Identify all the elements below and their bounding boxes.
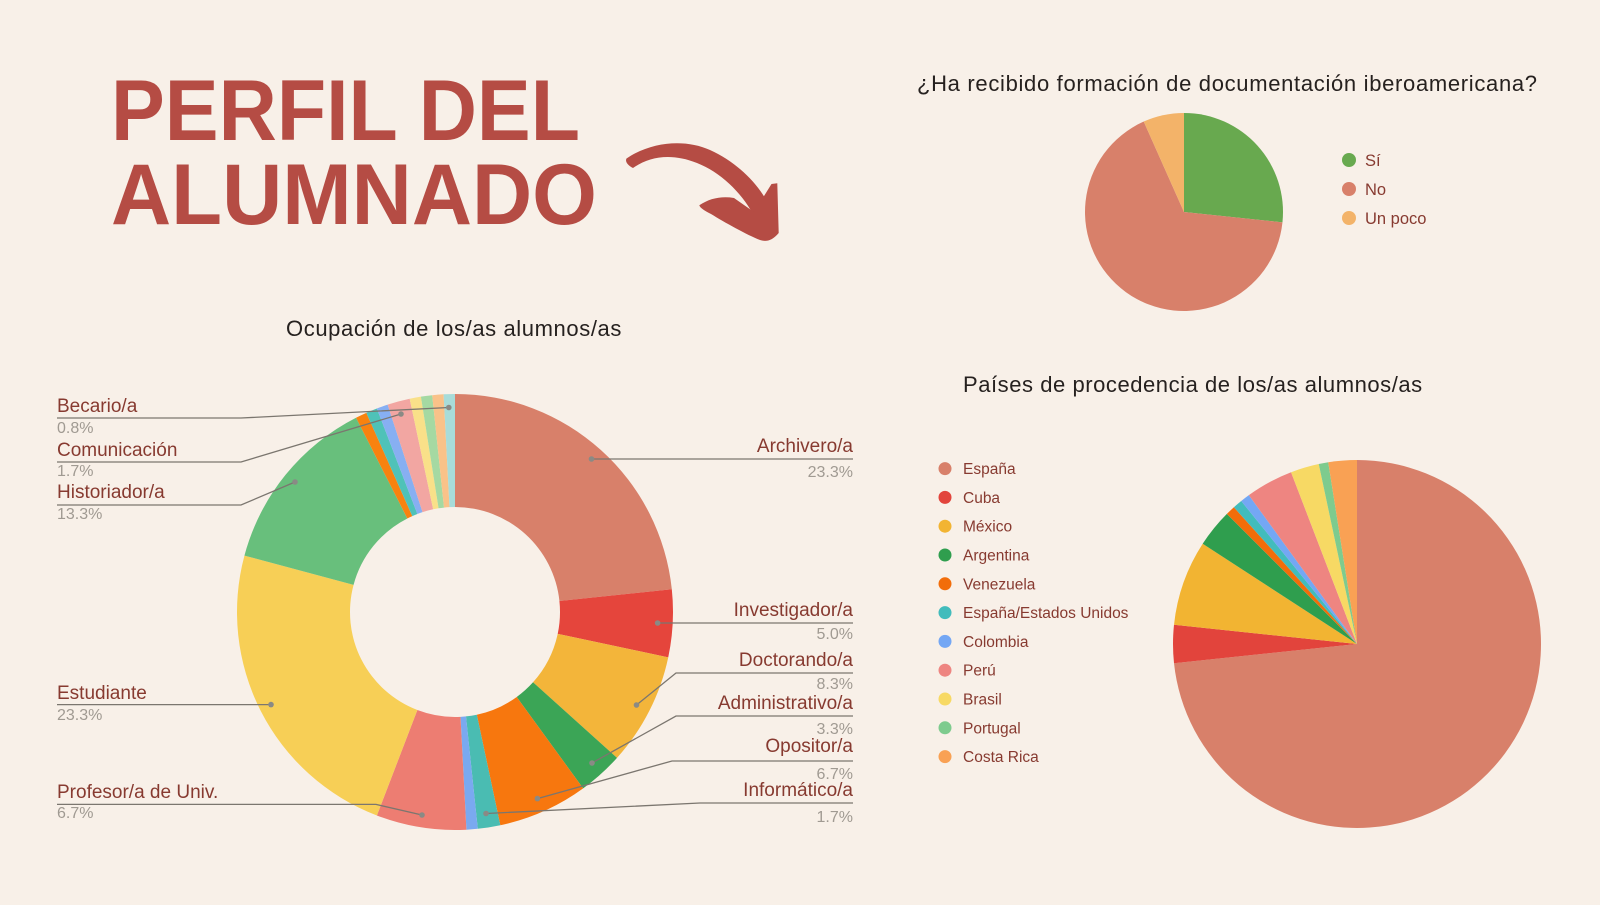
svg-text:Investigador/a: Investigador/a (734, 600, 854, 621)
svg-text:Historiador/a: Historiador/a (57, 482, 165, 503)
svg-text:Becario/a: Becario/a (57, 396, 138, 417)
svg-text:ALUMNADO: ALUMNADO (111, 147, 597, 243)
svg-text:5.0%: 5.0% (817, 626, 853, 643)
svg-text:Cuba: Cuba (963, 490, 1000, 507)
svg-text:6.7%: 6.7% (817, 766, 853, 783)
svg-text:23.3%: 23.3% (57, 707, 102, 724)
svg-text:13.3%: 13.3% (57, 506, 102, 523)
svg-text:Comunicación: Comunicación (57, 440, 177, 461)
svg-text:Portugal: Portugal (963, 720, 1021, 737)
svg-text:Archivero/a: Archivero/a (757, 436, 854, 457)
svg-text:1.7%: 1.7% (57, 463, 93, 480)
svg-text:Doctorando/a: Doctorando/a (739, 650, 854, 671)
svg-text:1.7%: 1.7% (817, 809, 853, 826)
svg-text:Sí: Sí (1365, 152, 1381, 170)
svg-text:Opositor/a: Opositor/a (765, 736, 853, 757)
svg-text:3.3%: 3.3% (817, 721, 853, 738)
svg-text:Costa Rica: Costa Rica (963, 749, 1039, 766)
svg-text:23.3%: 23.3% (808, 464, 853, 481)
svg-text:¿Ha recibido formación de docu: ¿Ha recibido formación de documentación … (917, 71, 1538, 96)
svg-text:No: No (1365, 181, 1386, 199)
svg-text:Profesor/a de Univ.: Profesor/a de Univ. (57, 782, 218, 803)
svg-text:8.3%: 8.3% (817, 676, 853, 693)
svg-text:PERFIL DEL: PERFIL DEL (111, 63, 580, 159)
svg-text:Estudiante: Estudiante (57, 683, 147, 704)
svg-text:Argentina: Argentina (963, 548, 1030, 565)
svg-text:6.7%: 6.7% (57, 805, 93, 822)
svg-text:Países de procedencia de los/a: Países de procedencia de los/as alumnos/… (963, 372, 1423, 397)
svg-text:Un poco: Un poco (1365, 210, 1426, 228)
svg-text:Perú: Perú (963, 663, 996, 680)
svg-text:Informático/a: Informático/a (743, 780, 853, 801)
svg-text:España: España (963, 461, 1016, 478)
svg-text:0.8%: 0.8% (57, 420, 93, 437)
svg-text:Venezuela: Venezuela (963, 576, 1036, 593)
svg-text:Colombia: Colombia (963, 634, 1029, 651)
svg-text:Ocupación de los/as alumnos/as: Ocupación de los/as alumnos/as (286, 316, 622, 341)
svg-text:México: México (963, 519, 1012, 536)
svg-text:Brasil: Brasil (963, 692, 1002, 709)
svg-text:Administrativo/a: Administrativo/a (718, 693, 854, 714)
svg-text:España/Estados Unidos: España/Estados Unidos (963, 605, 1129, 622)
